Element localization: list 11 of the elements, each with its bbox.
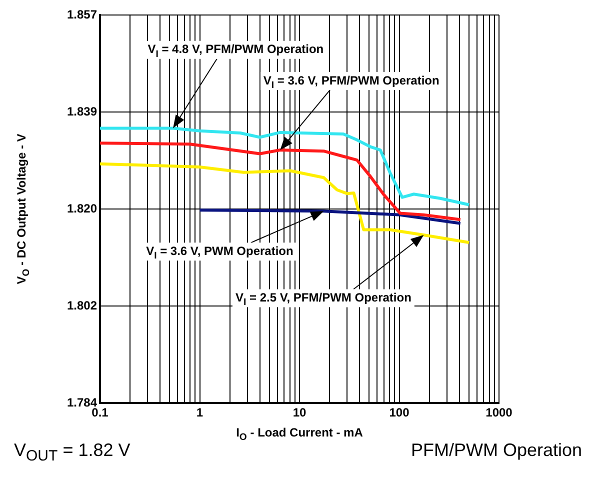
- text: PFM/PWM Operation: [410, 440, 582, 462]
- x-tick-label: 1000: [486, 406, 513, 420]
- text: V$_{OUT}$ = 1.82 V: [14, 440, 130, 465]
- x-tick-label: 1: [196, 406, 204, 420]
- y-tick-label: 1.820: [66, 201, 98, 216]
- x-tick-label: 10: [292, 406, 306, 420]
- x-tick-label: 100: [389, 406, 410, 420]
- y-tick-label: 1.839: [66, 104, 98, 118]
- y-tick-label: 1.857: [66, 7, 98, 22]
- y-axis-title: VO - DC Output Voltage - V: [14, 134, 32, 284]
- y-tick-label: 1.802: [66, 298, 98, 312]
